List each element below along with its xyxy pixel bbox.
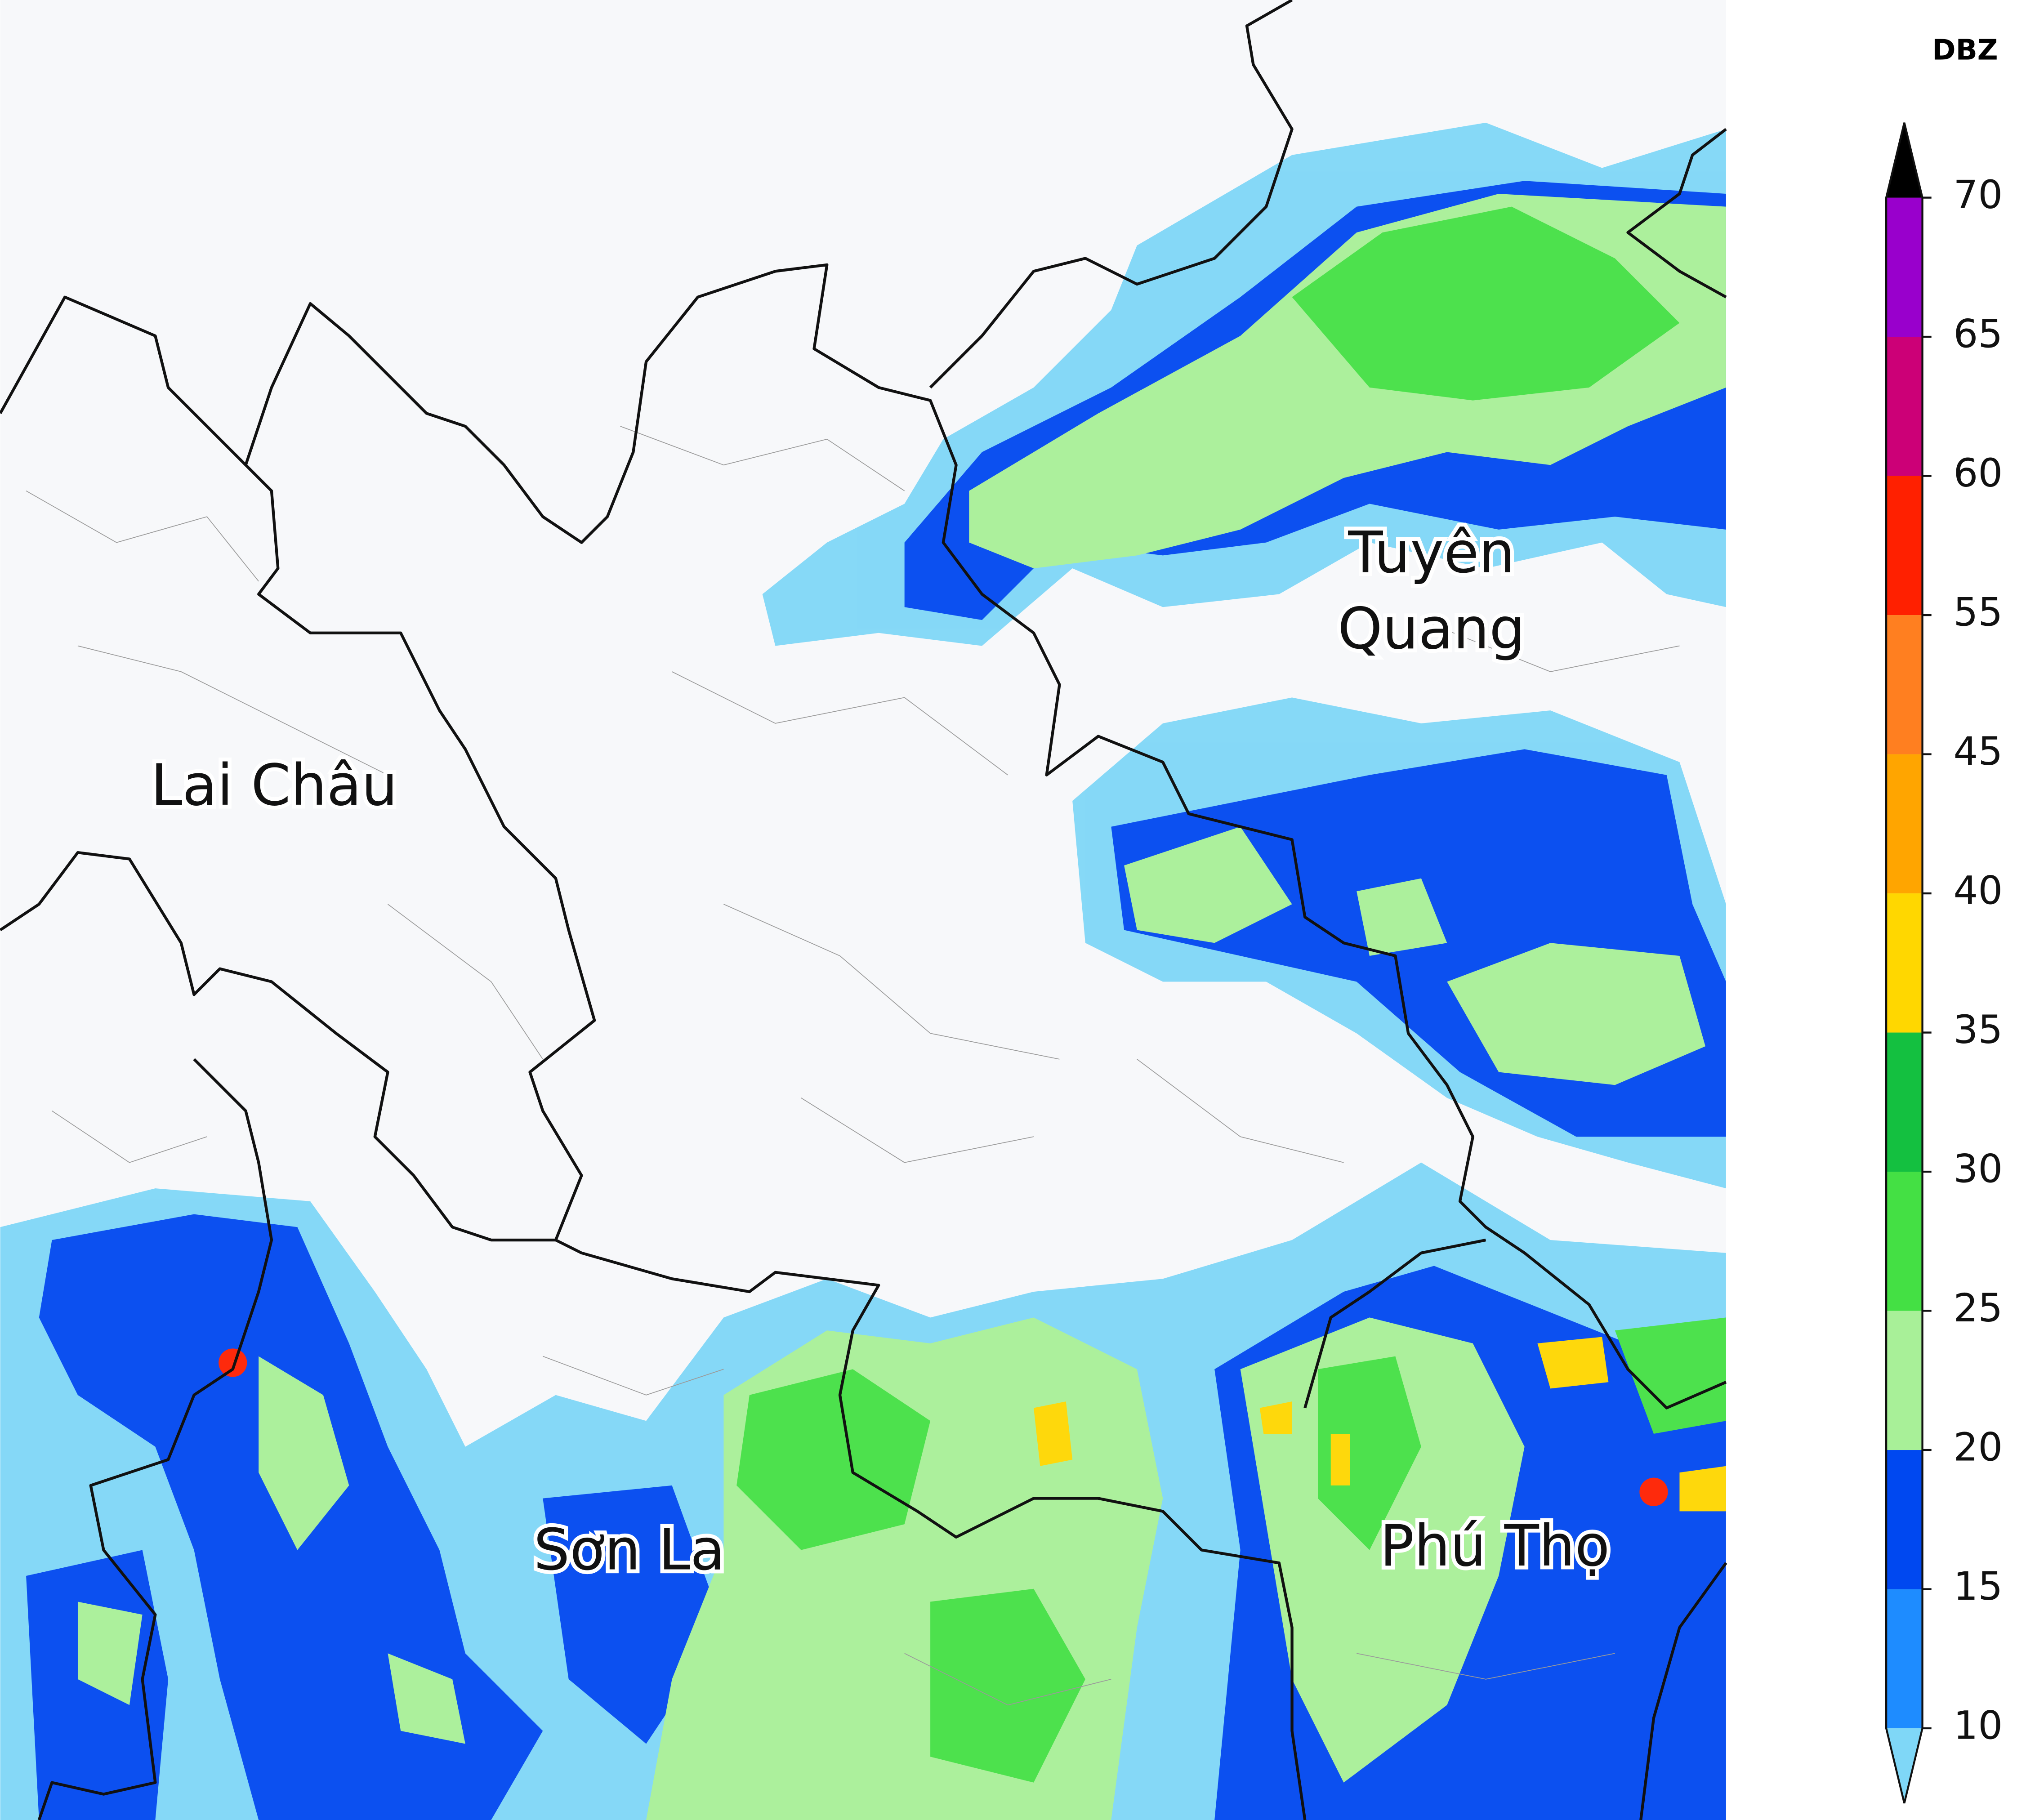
echo-green-light [1124, 826, 1705, 1085]
echo-red [219, 1348, 247, 1377]
province-border [37, 1058, 273, 1820]
colorbar-segment [1886, 197, 1923, 337]
province-border [1303, 1238, 1486, 1409]
colorbar-tick-label: 35 [1954, 1008, 2003, 1053]
colorbar-tick-label: 10 [1954, 1703, 2003, 1748]
colorbar-segment [1886, 615, 1923, 754]
colorbar-tick-label: 45 [1954, 729, 2003, 774]
echo-green [1292, 206, 1680, 401]
province-label: Lai Châu [151, 752, 397, 818]
colorbar-segment [1886, 1032, 1923, 1172]
province-labels: Tuyên Quang Lai Châu Sơn La Phú Thọ [147, 516, 1613, 1587]
echo-yellow [1033, 1337, 1726, 1512]
colorbar-segment [1886, 1450, 1923, 1589]
province-label: Phú Thọ [1380, 1513, 1610, 1579]
colorbar-extend-over [1886, 122, 1923, 198]
colorbar-tick-label: 30 [1954, 1146, 2003, 1191]
colorbar-tick-label: 20 [1954, 1425, 2003, 1470]
province-borders [0, 0, 1727, 1820]
colorbar-segment [1886, 1311, 1923, 1450]
colorbar-tick-label: 40 [1954, 868, 2003, 913]
colorbar-title: DBZ [1932, 33, 1998, 66]
radar-echoes [0, 122, 1726, 1820]
colorbar-tick-label: 70 [1954, 173, 2003, 218]
province-border [244, 263, 1727, 1410]
colorbar-segment [1886, 476, 1923, 616]
colorbar-tick-label: 60 [1954, 451, 2003, 496]
province-label: Sơn La [534, 1517, 725, 1583]
echo-green [736, 1317, 1726, 1783]
colorbar-tick-label: 65 [1954, 312, 2003, 357]
district-lines [26, 426, 1680, 1706]
province-border [1626, 128, 1727, 299]
colorbar-tick-label: 15 [1954, 1564, 2003, 1609]
colorbar: DBZ 10 15 20 25 30 35 40 45 55 60 65 70 [1885, 33, 2003, 1804]
province-border [1639, 1562, 1727, 1820]
district-line [26, 426, 1680, 1706]
province-border [929, 0, 1294, 389]
colorbar-tick-label: 25 [1954, 1286, 2003, 1331]
colorbar-segment [1886, 1589, 1923, 1729]
map-panel: Tuyên Quang Lai Châu Sơn La Phú Thọ [0, 0, 1727, 1820]
province-border [0, 295, 1307, 1820]
echo-green-light [77, 1317, 1525, 1820]
province-label: Tuyên [1348, 520, 1515, 586]
province-border [0, 851, 556, 1242]
colorbar-segment [1886, 1172, 1923, 1311]
colorbar-extend-under [1886, 1728, 1923, 1803]
province-label: Quang [1338, 596, 1525, 662]
colorbar-segment [1886, 754, 1923, 894]
echo-red [1639, 1477, 1668, 1506]
colorbar-tick-label: 55 [1954, 590, 2003, 635]
colorbar-segment [1886, 893, 1923, 1033]
colorbar-segment [1886, 337, 1923, 476]
